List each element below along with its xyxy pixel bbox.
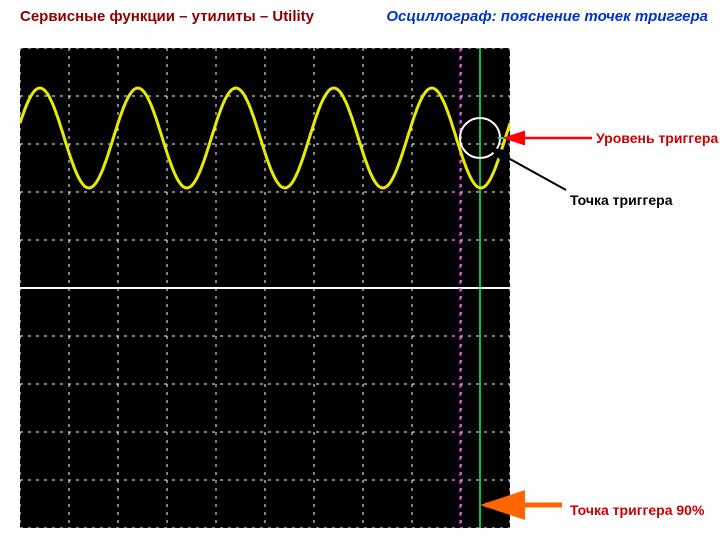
label-trigger-point90: Точка триггера 90%	[570, 502, 704, 518]
label-trigger-point: Точка триггера	[570, 192, 672, 208]
label-trigger-level: Уровень триггера	[596, 130, 718, 146]
page-title: Осциллограф: пояснение точек триггера	[386, 8, 708, 25]
oscilloscope-screen	[20, 48, 510, 528]
page: Сервисные функции – утилиты – Utility Ос…	[0, 0, 720, 540]
breadcrumb: Сервисные функции – утилиты – Utility	[20, 8, 314, 25]
scope-svg	[20, 48, 510, 528]
